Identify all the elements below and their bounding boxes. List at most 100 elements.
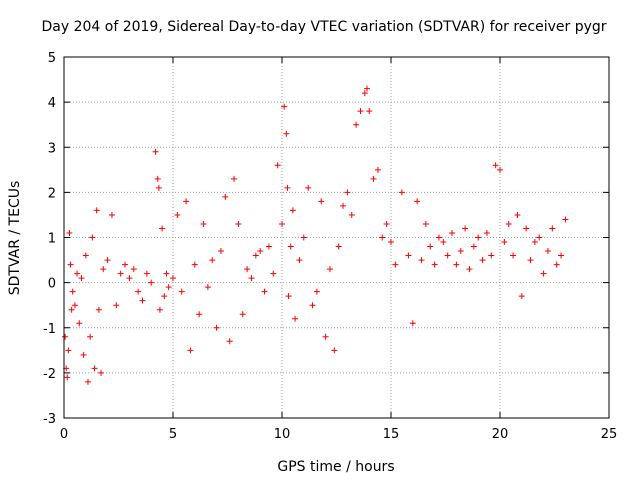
data-point <box>143 270 150 277</box>
data-point <box>252 252 259 259</box>
data-point <box>444 252 451 259</box>
data-point <box>523 225 530 232</box>
data-point <box>152 148 159 155</box>
data-point <box>435 234 442 241</box>
data-point <box>292 315 299 322</box>
data-point <box>462 225 469 232</box>
data-point <box>374 166 381 173</box>
data-point <box>361 90 368 97</box>
data-point <box>335 243 342 250</box>
data-point <box>200 220 207 227</box>
data-point <box>122 261 129 268</box>
data-points <box>62 85 569 385</box>
data-point <box>305 184 312 191</box>
y-tick-label: 0 <box>48 277 56 292</box>
data-point <box>113 302 120 309</box>
data-point <box>366 108 373 115</box>
data-point <box>174 211 181 218</box>
data-point <box>235 220 242 227</box>
data-point <box>326 266 333 273</box>
data-point <box>479 257 486 264</box>
data-point <box>285 293 292 300</box>
data-point <box>222 193 229 200</box>
data-point <box>518 293 525 300</box>
data-point <box>431 261 438 268</box>
data-point <box>398 189 405 196</box>
grid-lines <box>64 57 609 418</box>
data-point <box>388 239 394 246</box>
data-point <box>531 239 538 246</box>
y-tick-label: 5 <box>48 51 56 66</box>
data-point <box>139 297 146 304</box>
data-point <box>91 365 98 372</box>
data-point <box>66 229 73 236</box>
data-point <box>100 266 107 273</box>
data-point <box>540 270 547 277</box>
x-axis-label: GPS time / hours <box>277 459 394 475</box>
data-point <box>130 266 137 273</box>
data-point <box>449 229 456 236</box>
x-tick-label: 5 <box>169 427 177 442</box>
data-point <box>68 306 75 313</box>
data-point <box>331 347 338 354</box>
data-point <box>405 252 412 259</box>
data-point <box>95 306 102 313</box>
plot-frame <box>63 56 610 419</box>
data-point <box>170 275 176 282</box>
data-point <box>204 284 211 291</box>
y-tick-label: -1 <box>43 322 56 337</box>
data-point <box>505 220 512 227</box>
data-point <box>69 288 76 295</box>
x-tick-label: 20 <box>492 427 509 442</box>
data-point <box>483 229 490 236</box>
data-point <box>418 257 425 264</box>
data-point <box>159 225 166 232</box>
data-point <box>135 288 142 295</box>
data-point <box>296 257 303 264</box>
data-point <box>108 211 115 218</box>
x-tick-label: 15 <box>383 427 400 442</box>
data-point <box>165 284 172 291</box>
data-point <box>93 207 100 214</box>
data-point <box>475 234 482 241</box>
data-point <box>348 211 355 218</box>
data-point <box>187 347 194 354</box>
data-point <box>274 162 281 169</box>
x-tick-label: 10 <box>274 427 291 442</box>
y-axis-label: SDTVAR / TECUs <box>7 181 23 296</box>
data-point <box>281 103 288 110</box>
data-point <box>427 243 434 250</box>
x-tick-label: 25 <box>601 427 618 442</box>
data-point <box>514 211 521 218</box>
data-point <box>357 108 364 115</box>
data-point <box>265 243 272 250</box>
data-point <box>488 252 495 259</box>
data-point <box>544 248 551 255</box>
data-point <box>553 261 560 268</box>
data-point <box>80 351 87 358</box>
data-point <box>300 234 307 241</box>
data-point <box>217 248 224 255</box>
y-tick-label: 4 <box>48 96 56 111</box>
data-point <box>353 121 360 128</box>
data-point <box>261 288 268 295</box>
data-point <box>527 257 534 264</box>
data-point <box>196 311 203 318</box>
data-point <box>492 162 499 169</box>
data-point <box>126 275 133 282</box>
data-point <box>457 248 464 255</box>
data-point <box>289 207 296 214</box>
data-point <box>284 184 291 191</box>
data-point <box>76 320 83 327</box>
data-point <box>239 311 246 318</box>
data-point <box>71 302 78 309</box>
data-point <box>84 378 91 385</box>
data-point <box>154 175 161 182</box>
data-point <box>383 220 390 227</box>
data-point <box>497 166 503 173</box>
data-point <box>470 243 477 250</box>
data-point <box>64 374 71 381</box>
data-point <box>364 85 371 92</box>
data-point <box>231 175 238 182</box>
